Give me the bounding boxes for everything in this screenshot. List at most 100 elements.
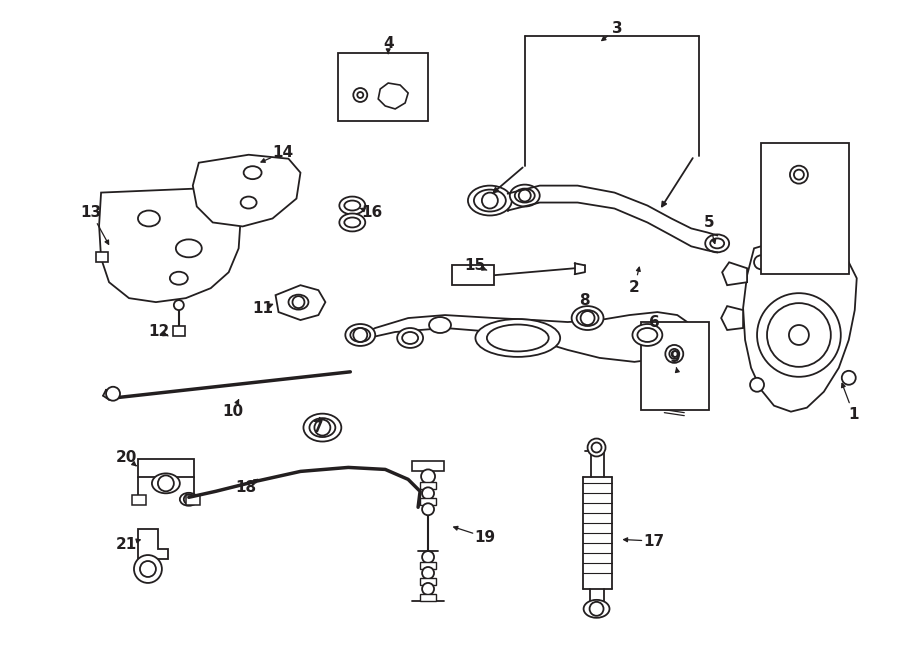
Bar: [420, 483, 436, 489]
Ellipse shape: [289, 295, 309, 309]
Ellipse shape: [583, 600, 609, 618]
Ellipse shape: [345, 200, 360, 210]
Polygon shape: [743, 241, 857, 412]
Ellipse shape: [429, 317, 451, 333]
Text: 15: 15: [464, 258, 485, 273]
Ellipse shape: [474, 190, 506, 212]
Circle shape: [314, 420, 330, 436]
Ellipse shape: [710, 239, 724, 249]
Bar: [173, 326, 184, 336]
Text: 10: 10: [222, 404, 243, 419]
Ellipse shape: [303, 414, 341, 442]
Bar: [761, 143, 849, 274]
Circle shape: [790, 166, 808, 184]
Polygon shape: [193, 155, 301, 227]
Bar: [138, 459, 194, 477]
Ellipse shape: [240, 196, 256, 208]
Ellipse shape: [509, 184, 540, 206]
Ellipse shape: [350, 328, 370, 342]
Circle shape: [354, 328, 367, 342]
Ellipse shape: [633, 324, 662, 346]
Bar: [132, 495, 146, 505]
Ellipse shape: [346, 324, 375, 346]
Circle shape: [292, 296, 304, 308]
Text: 8: 8: [580, 293, 590, 307]
Circle shape: [422, 567, 434, 579]
Ellipse shape: [515, 188, 535, 202]
Bar: [420, 498, 436, 505]
Circle shape: [757, 293, 841, 377]
Circle shape: [767, 303, 831, 367]
Ellipse shape: [170, 272, 188, 285]
Text: 2: 2: [629, 280, 640, 295]
Polygon shape: [138, 529, 168, 559]
Circle shape: [580, 311, 595, 325]
Circle shape: [134, 555, 162, 583]
Circle shape: [824, 251, 838, 265]
Circle shape: [842, 371, 856, 385]
Text: 7: 7: [313, 420, 324, 435]
Text: 9: 9: [669, 350, 680, 366]
Circle shape: [140, 561, 156, 577]
Ellipse shape: [176, 239, 202, 257]
Polygon shape: [99, 188, 240, 302]
Text: 3: 3: [612, 20, 623, 36]
Ellipse shape: [637, 328, 657, 342]
Text: 21: 21: [115, 537, 137, 551]
Ellipse shape: [339, 214, 365, 231]
Circle shape: [422, 583, 434, 595]
Circle shape: [670, 349, 680, 359]
Text: 18: 18: [235, 480, 256, 495]
Bar: [96, 253, 108, 262]
Ellipse shape: [468, 186, 512, 215]
Ellipse shape: [402, 332, 418, 344]
Text: 19: 19: [474, 529, 496, 545]
Circle shape: [665, 345, 683, 363]
Text: 20: 20: [115, 450, 137, 465]
Bar: [420, 562, 436, 569]
Bar: [420, 578, 436, 585]
Ellipse shape: [397, 328, 423, 348]
Ellipse shape: [572, 306, 604, 330]
Circle shape: [174, 300, 184, 310]
Ellipse shape: [180, 493, 198, 506]
Ellipse shape: [152, 473, 180, 493]
Ellipse shape: [138, 210, 160, 227]
Bar: [412, 461, 444, 471]
Circle shape: [750, 378, 764, 392]
Circle shape: [482, 192, 498, 208]
Polygon shape: [721, 306, 743, 330]
Bar: [642, 322, 709, 410]
Circle shape: [422, 503, 434, 515]
Text: 16: 16: [362, 205, 382, 220]
Bar: [338, 53, 428, 121]
Text: 6: 6: [649, 315, 660, 330]
Polygon shape: [350, 312, 691, 362]
Circle shape: [518, 190, 531, 202]
Circle shape: [158, 475, 174, 491]
Circle shape: [106, 387, 120, 401]
Text: 14: 14: [272, 145, 293, 160]
Circle shape: [422, 487, 434, 499]
Text: 4: 4: [382, 36, 393, 51]
Circle shape: [357, 92, 364, 98]
Ellipse shape: [345, 217, 360, 227]
Ellipse shape: [244, 166, 262, 179]
Polygon shape: [722, 262, 747, 285]
Text: 11: 11: [252, 301, 273, 315]
Text: 17: 17: [644, 533, 665, 549]
Circle shape: [421, 469, 435, 483]
Ellipse shape: [310, 418, 336, 437]
Circle shape: [789, 325, 809, 345]
Text: 13: 13: [80, 205, 102, 220]
Bar: [420, 594, 436, 601]
Text: 5: 5: [704, 215, 715, 230]
Circle shape: [591, 442, 601, 453]
Polygon shape: [378, 83, 408, 109]
Circle shape: [184, 494, 194, 504]
Circle shape: [590, 602, 604, 616]
Ellipse shape: [577, 310, 598, 326]
Circle shape: [354, 88, 367, 102]
Polygon shape: [275, 285, 326, 320]
Bar: [452, 265, 494, 285]
